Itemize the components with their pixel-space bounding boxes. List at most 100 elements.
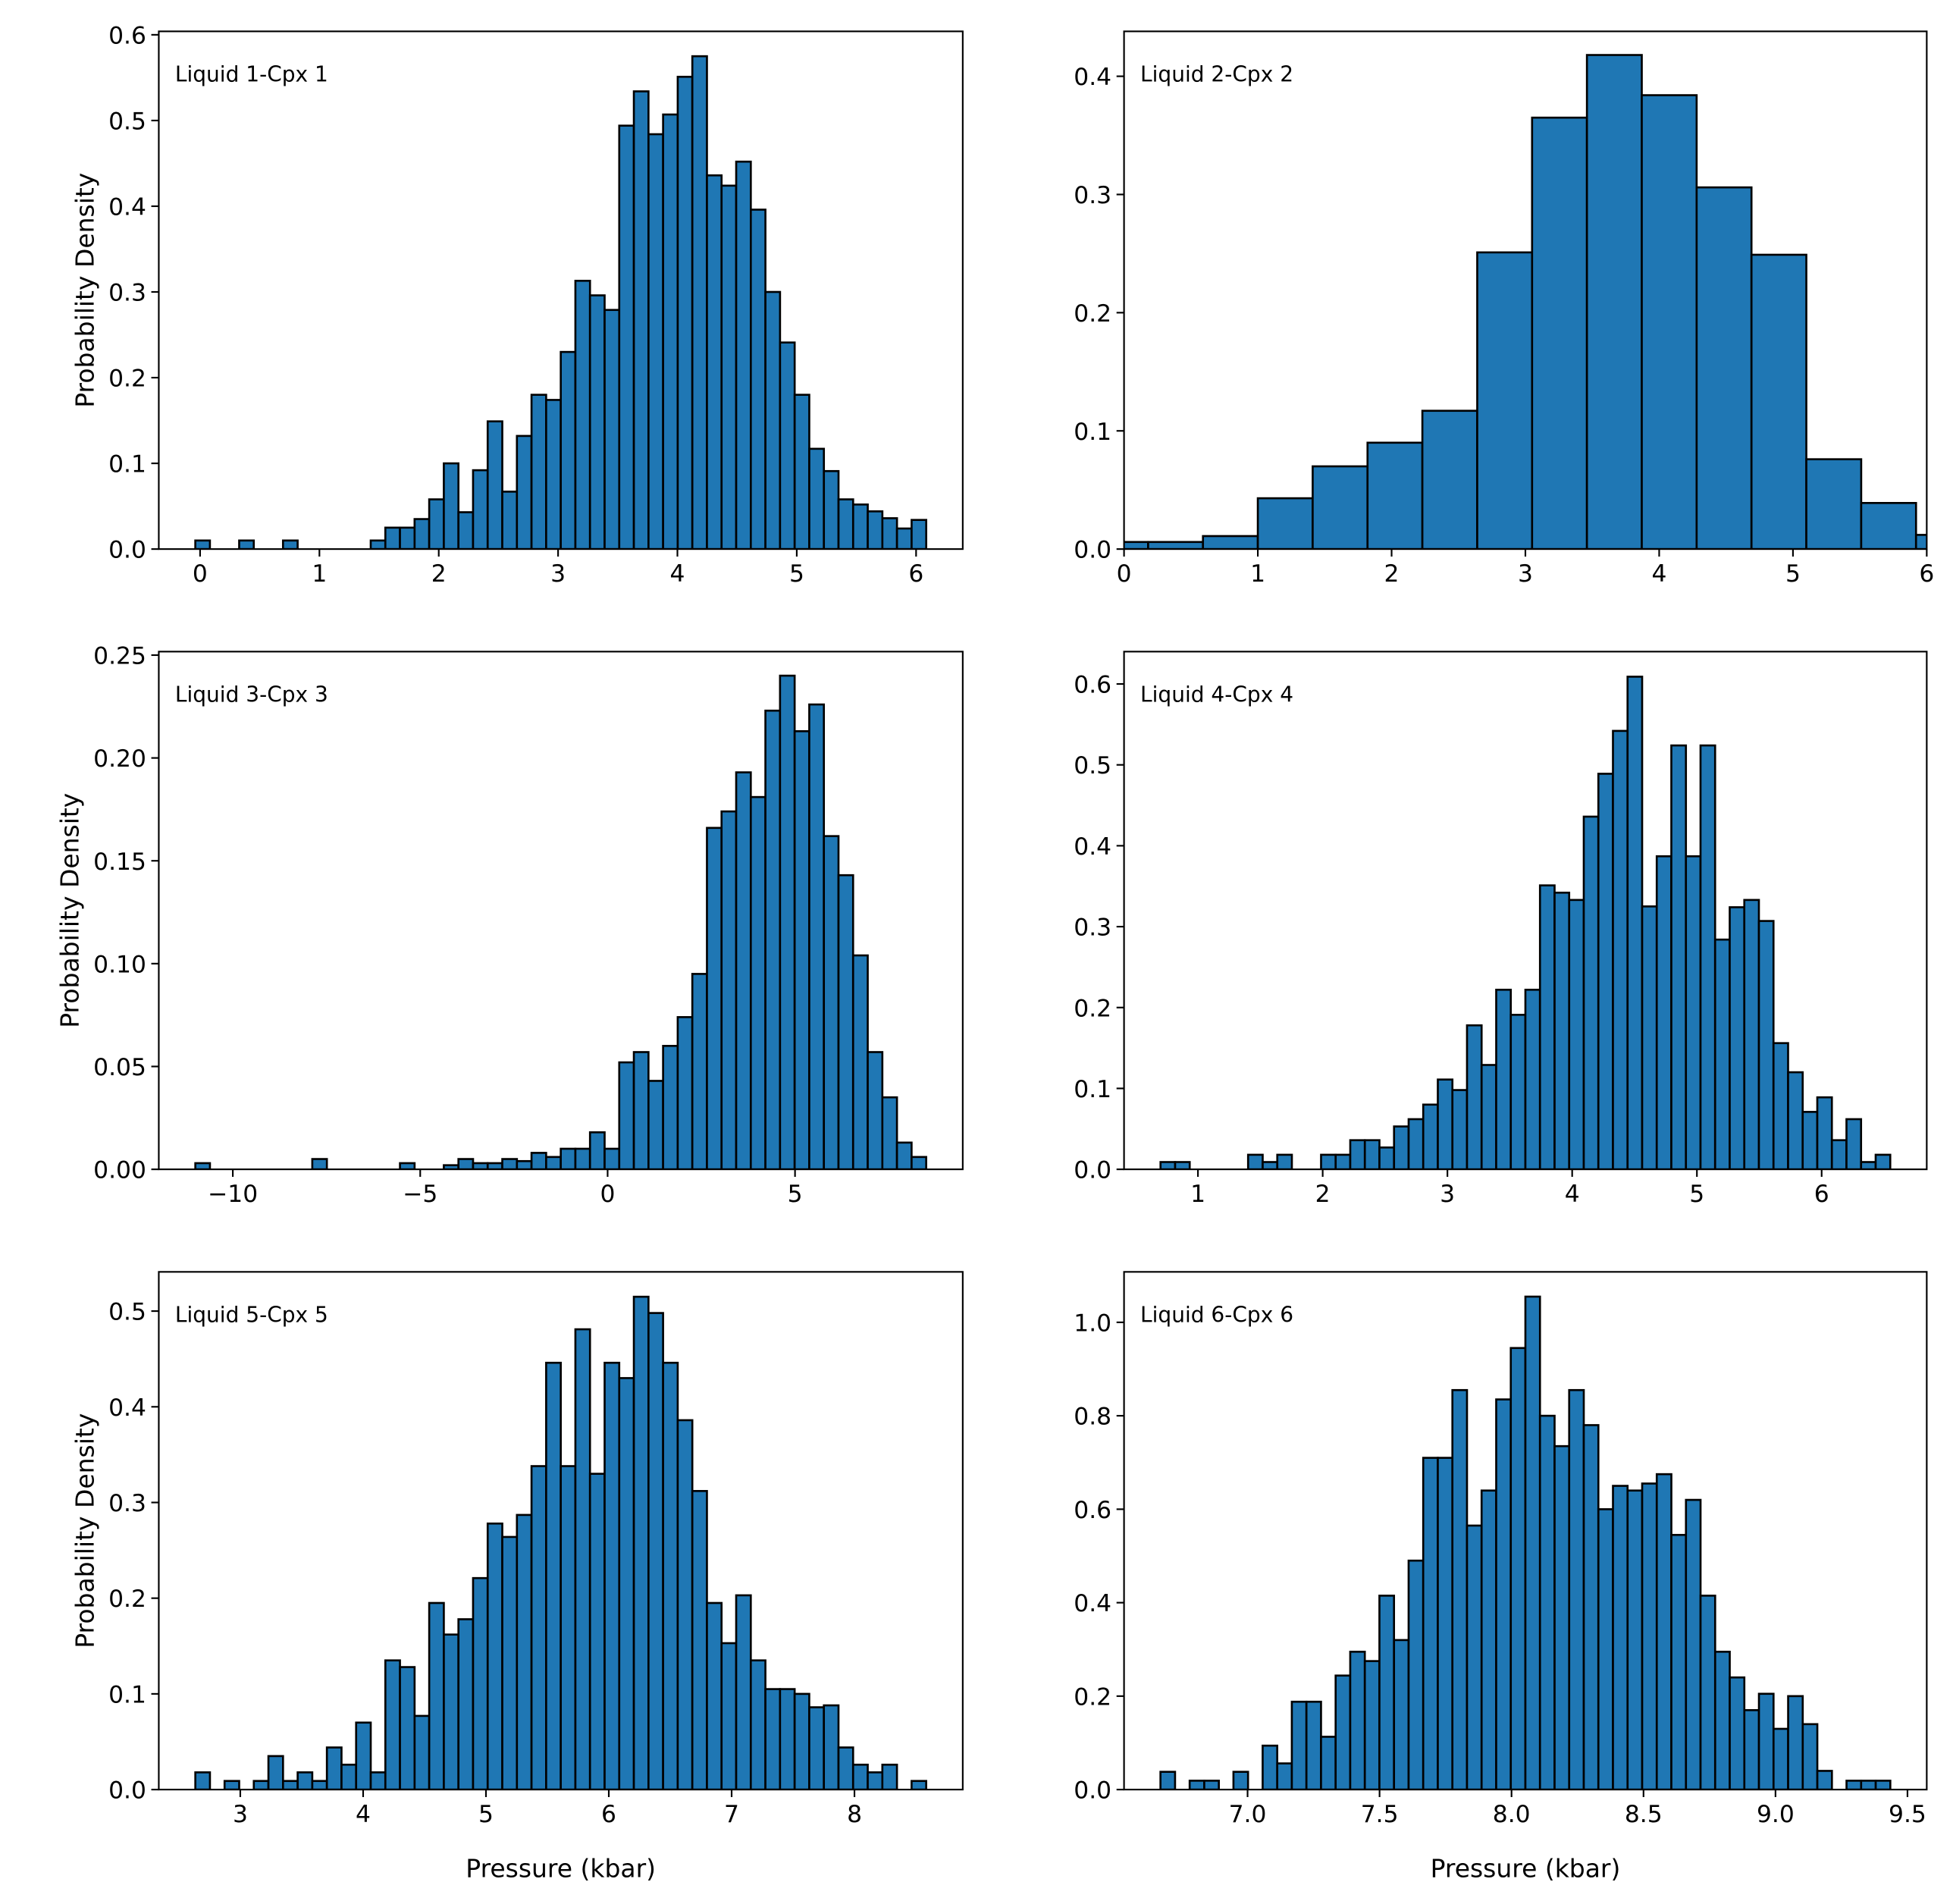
histogram-bar <box>340 1763 358 1790</box>
histogram-bar <box>516 434 533 550</box>
x-tick-label: 6 <box>601 1801 616 1828</box>
subplot: 1 2 3 4 5 6 0.0 0.1 0.2 0.3 0.4 0.5 0.6 Liquid 4-Cpx … <box>1074 651 1928 1208</box>
y-tick-label: 0.3 <box>108 280 146 307</box>
histogram-bar <box>1378 1595 1396 1790</box>
histogram-bar <box>867 1051 884 1170</box>
histogram-bar <box>603 1147 621 1170</box>
x-tick-label: 1 <box>312 560 327 588</box>
histogram-bar <box>1612 729 1629 1170</box>
histogram-bar <box>1830 1139 1848 1170</box>
y-tick-label: 0.3 <box>108 1490 146 1517</box>
histogram-bar <box>779 674 796 1170</box>
histogram-bar <box>691 55 708 550</box>
y-axis-label: Probability Density <box>70 173 99 408</box>
histogram-bar <box>647 133 664 550</box>
x-tick-label: 3 <box>1518 560 1533 588</box>
histogram-bar <box>632 1295 650 1790</box>
y-tick-label: 0.2 <box>1074 1683 1111 1711</box>
histogram-bar <box>735 771 752 1170</box>
histogram-bar <box>867 510 884 550</box>
x-tick-label: 6 <box>1814 1181 1829 1208</box>
histogram-bar <box>281 539 299 550</box>
histogram-bar <box>749 795 766 1170</box>
x-tick-label: 5 <box>1785 560 1801 588</box>
histogram-bar <box>325 1746 343 1790</box>
histogram-bar <box>603 1361 621 1790</box>
histogram-bar <box>881 1096 898 1170</box>
histogram-bar <box>457 511 475 550</box>
histogram-bar <box>851 954 869 1170</box>
histogram-bar <box>618 1377 635 1790</box>
histogram-bar <box>1757 1692 1775 1790</box>
histogram-bar <box>501 1158 519 1170</box>
x-tick-label: 8.0 <box>1493 1801 1531 1828</box>
y-tick-label: 0.10 <box>93 951 146 978</box>
histogram-bar <box>1626 1489 1644 1790</box>
histogram-bar <box>632 90 650 550</box>
histogram-bar <box>662 1361 679 1790</box>
histogram-bar <box>823 1704 840 1790</box>
histogram-bar <box>1203 1780 1220 1790</box>
histogram-bar <box>1320 1153 1337 1170</box>
x-tick-label: 0 <box>193 560 208 588</box>
x-tick-label: −5 <box>403 1181 437 1208</box>
x-tick-label: 7.0 <box>1229 1801 1267 1828</box>
subplot: 3 4 5 6 7 8 0.0 0.1 0.2 0.3 0.4 0.5 Liquid 5-Cpx 5 Pr… <box>70 1271 964 1884</box>
histogram-bar <box>399 1162 416 1170</box>
histogram-bar <box>399 1666 416 1790</box>
histogram-bar <box>530 1152 547 1170</box>
histogram-bar <box>1750 253 1807 550</box>
y-tick-label: 0.20 <box>93 745 146 773</box>
x-tick-label: 4 <box>1565 1181 1580 1208</box>
histogram-bar <box>837 498 854 550</box>
y-axis-label: Probability Density <box>55 793 84 1028</box>
histogram-bar <box>1655 1473 1672 1790</box>
histogram-bar <box>720 810 738 1170</box>
histogram-bar <box>1713 1650 1731 1790</box>
histogram-bar <box>1538 884 1556 1170</box>
histogram-bar <box>1641 1482 1658 1790</box>
histogram-bar <box>1495 1398 1513 1790</box>
histogram-bar <box>1874 1153 1892 1170</box>
plot-area <box>1124 54 1927 550</box>
y-tick-label: 0.4 <box>108 194 146 221</box>
histogram-bar <box>384 526 401 550</box>
histogram-bar <box>516 1159 533 1170</box>
histogram-bar <box>764 290 782 550</box>
x-tick-label: 4 <box>1651 560 1666 588</box>
histogram-bar <box>1729 906 1746 1170</box>
histogram-bar <box>808 1706 826 1790</box>
histogram-bar <box>764 1688 782 1790</box>
histogram-bar <box>1262 1161 1279 1170</box>
histogram-bar <box>1276 1762 1293 1790</box>
histogram-bar <box>516 1513 533 1790</box>
histogram-bar <box>793 730 810 1170</box>
histogram-bar <box>1585 54 1643 550</box>
histogram-bar <box>793 1692 810 1790</box>
histogram-bar <box>1787 1695 1804 1790</box>
y-tick-label: 0.3 <box>1074 182 1111 209</box>
x-tick-label: 8 <box>847 1801 862 1828</box>
y-tick-label: 0.4 <box>1074 833 1111 861</box>
histogram-bar <box>1334 1674 1352 1790</box>
y-tick-label: 0.5 <box>108 108 146 135</box>
histogram-bar <box>911 1156 927 1170</box>
histogram-bar <box>851 503 869 550</box>
histogram-bar <box>793 394 810 550</box>
x-axis-label: Pressure (kbar) <box>1431 1854 1621 1884</box>
histogram-bar <box>1801 1723 1819 1790</box>
histogram-bar <box>808 447 826 550</box>
histogram-bar <box>808 703 826 1170</box>
histogram-bar <box>267 1755 284 1790</box>
histogram-bar <box>1188 1780 1205 1790</box>
plot-area <box>194 1295 927 1790</box>
histogram-bar <box>1437 1078 1454 1170</box>
x-tick-label: 9.5 <box>1889 1801 1926 1828</box>
histogram-bar <box>369 539 387 550</box>
x-tick-label: 0 <box>1117 560 1132 588</box>
histogram-bar <box>720 1642 738 1790</box>
histogram-bar <box>1743 1709 1760 1790</box>
histogram-bar <box>574 1328 591 1790</box>
y-tick-label: 0.1 <box>108 451 146 478</box>
